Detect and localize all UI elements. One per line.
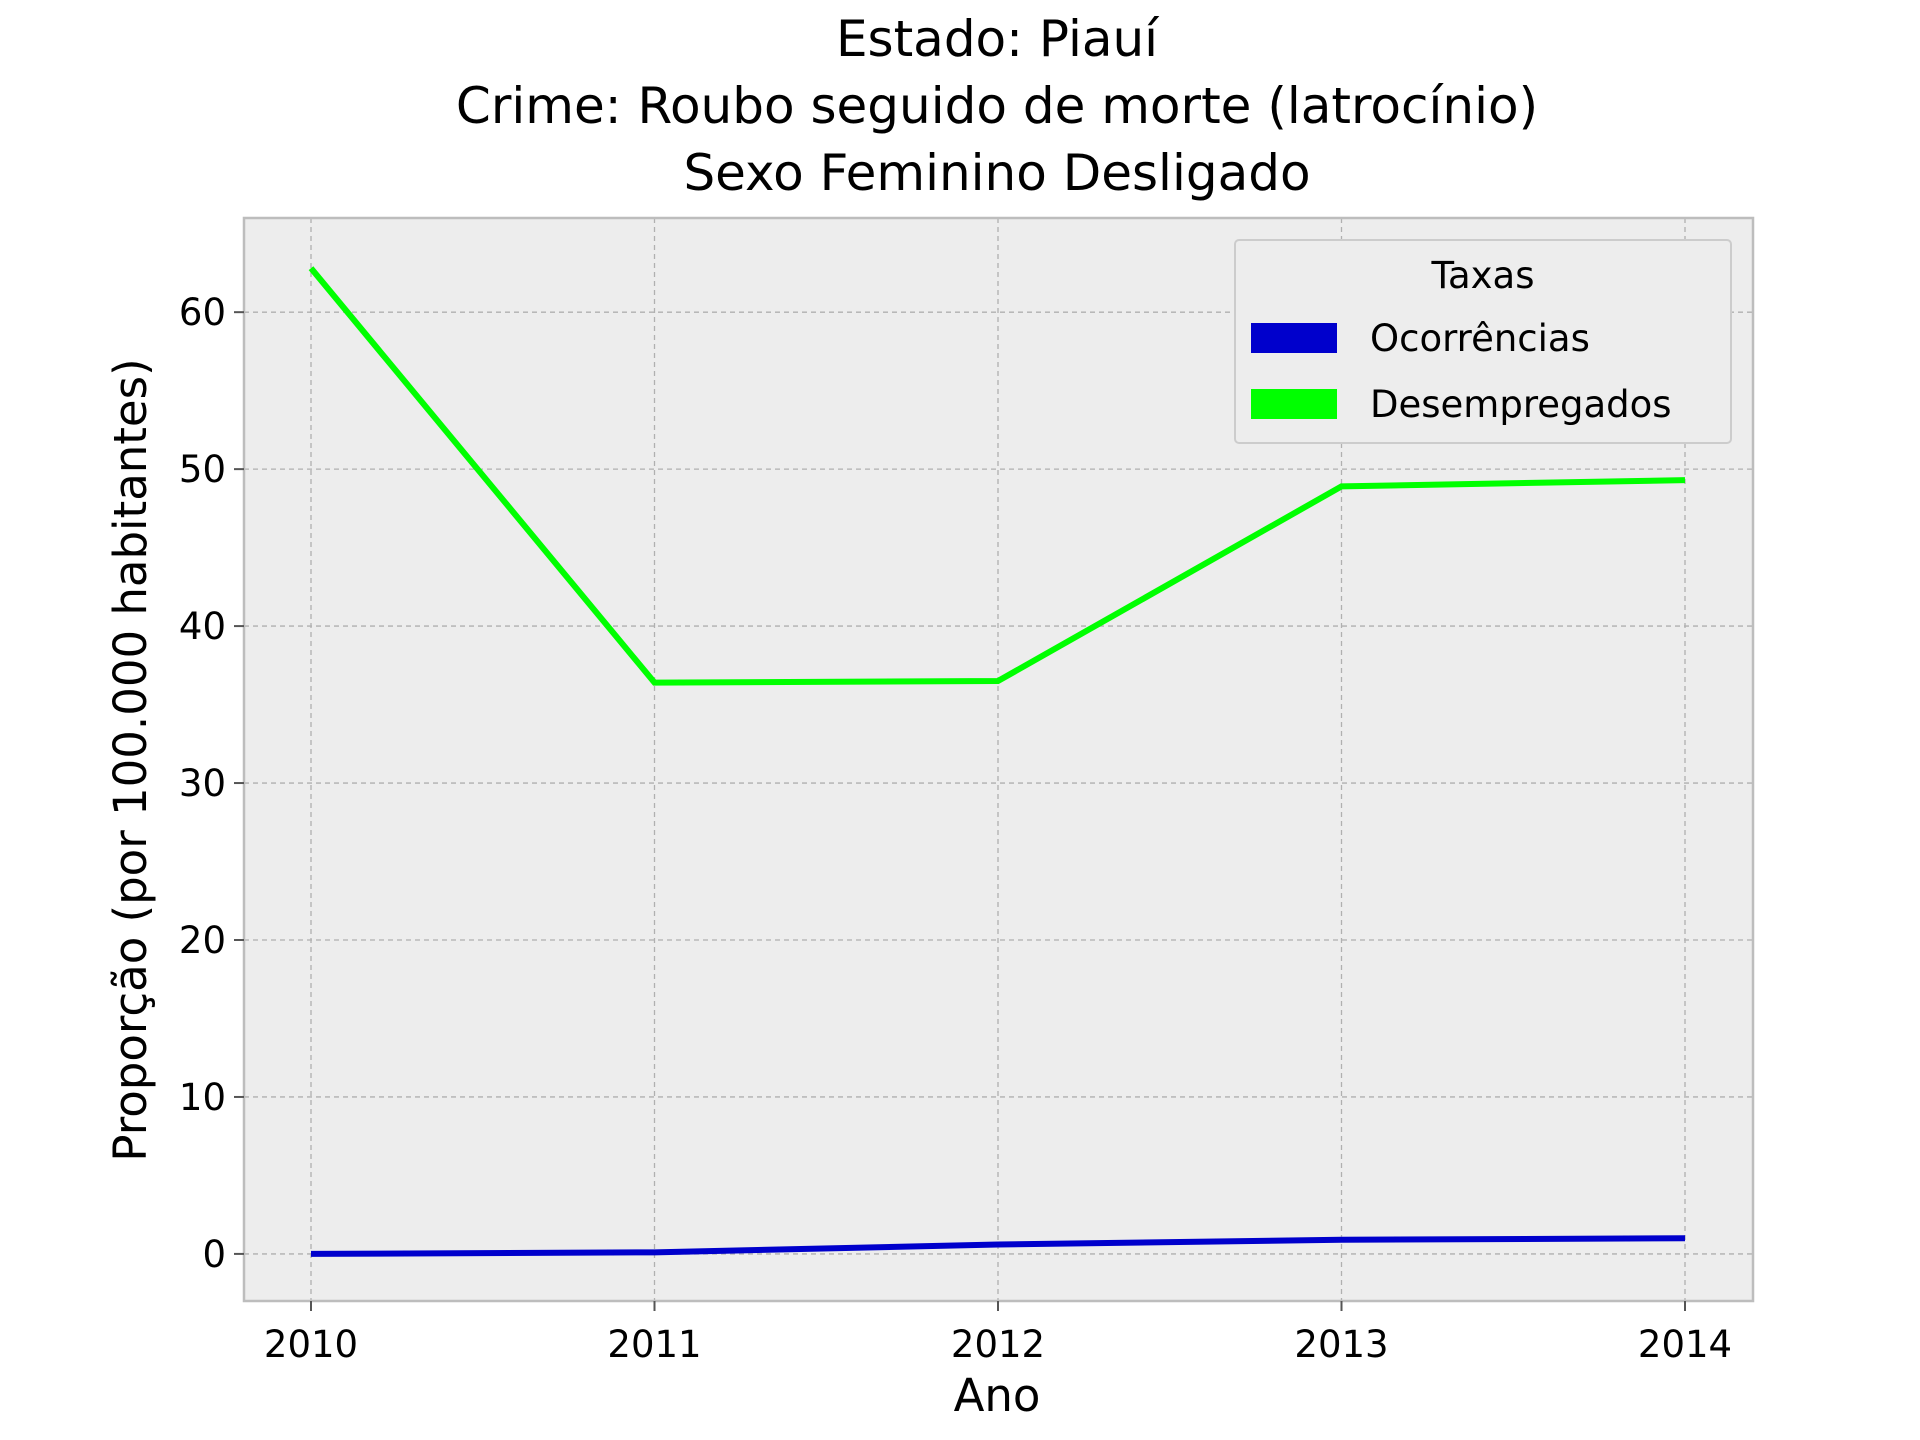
y-tick-label: 60: [179, 291, 226, 334]
x-axis-ticks: 2010 2011 2012 2013 2014: [264, 1301, 1732, 1366]
legend-swatch-desempregados: [1251, 389, 1337, 419]
x-tick-label: 2012: [951, 1323, 1045, 1366]
y-tick-label: 10: [179, 1076, 226, 1119]
legend-box: [1234, 239, 1732, 444]
y-tick-label: 50: [179, 448, 226, 491]
chart-title-line-2: Crime: Roubo seguido de morte (latrocíni…: [456, 77, 1538, 135]
x-axis-label: Ano: [954, 1369, 1041, 1422]
x-tick-label: 2010: [264, 1323, 358, 1366]
series-lines: [308, 266, 1686, 1257]
x-tick-label: 2013: [1294, 1323, 1388, 1366]
y-tick-label: 30: [179, 762, 226, 805]
legend-title: Taxas: [1431, 254, 1535, 297]
legend-label-desempregados: Desempregados: [1370, 383, 1672, 426]
y-tick-label: 20: [179, 919, 226, 962]
y-tick-label: 40: [179, 605, 226, 648]
legend-swatch-ocorrencias: [1251, 323, 1337, 353]
chart-title-line-3: Sexo Feminino Desligado: [683, 144, 1310, 202]
x-tick-label: 2014: [1638, 1323, 1732, 1366]
y-axis-ticks: 0 10 20 30 40 50 60: [179, 291, 244, 1276]
chart-title-line-1: Estado: Piauí: [836, 10, 1160, 68]
legend: Taxas Ocorrências Desempregados: [1234, 239, 1732, 444]
y-tick-label: 0: [202, 1233, 226, 1276]
y-axis-label: Proporção (por 100.000 habitantes): [104, 358, 157, 1161]
legend-label-ocorrencias: Ocorrências: [1370, 317, 1590, 360]
x-tick-label: 2011: [607, 1323, 701, 1366]
chart-title: Estado: Piauí Crime: Roubo seguido de mo…: [456, 10, 1538, 202]
